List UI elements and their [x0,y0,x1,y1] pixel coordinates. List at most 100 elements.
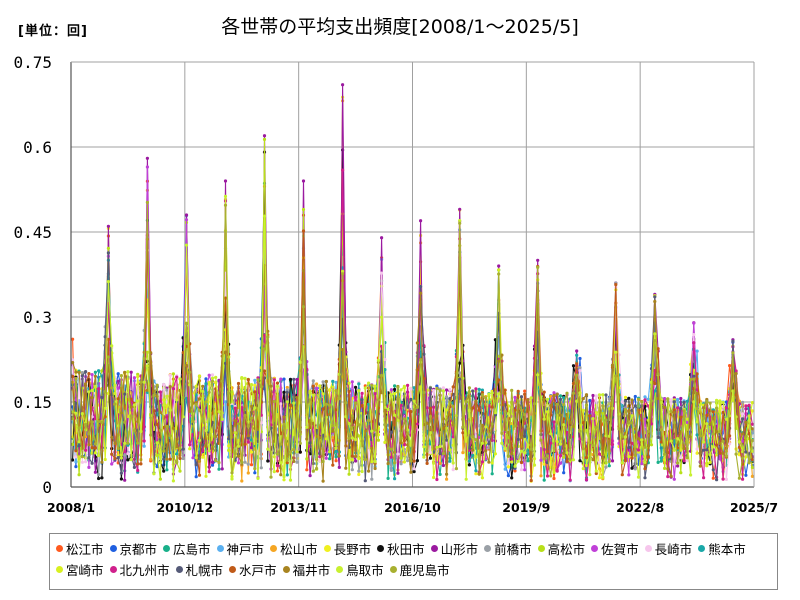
data-point [116,372,120,376]
x-tick-label: 2019/9 [502,500,550,515]
line-chart: 0 0.15 0.3 0.45 0.6 0.75 2008/1 2010/12 2013/11 2… [13,53,778,515]
data-point [643,476,647,480]
data-point [393,461,397,465]
data-point [750,474,755,478]
data-point [438,389,442,393]
data-point [77,370,81,374]
data-point [734,452,738,456]
data-point [360,403,364,408]
data-point [334,459,338,463]
data-point [558,397,563,401]
data-point [129,405,133,409]
data-point [389,388,393,392]
data-point [298,360,302,364]
data-point [594,469,598,473]
data-point [97,472,101,477]
data-point [731,339,735,343]
data-point [497,264,501,268]
data-point [474,455,478,459]
data-point [354,395,358,399]
data-point [728,442,732,446]
data-point [357,389,361,393]
data-point [262,347,267,351]
data-point [643,460,647,464]
x-tick-label: 2025/7 [730,500,778,515]
data-point [578,356,582,361]
data-point [84,460,88,464]
data-point [376,358,380,362]
data-point [438,472,442,476]
data-point [702,440,706,444]
data-point [435,445,439,449]
data-point [558,394,563,398]
data-point [194,463,198,467]
data-point [77,473,81,477]
data-point [467,386,471,390]
data-point [243,460,247,464]
data-point [692,400,696,404]
data-point [750,409,755,413]
data-point [139,429,143,433]
y-tick-label: 0 [42,478,52,497]
data-point [617,427,621,431]
data-point [331,379,335,383]
data-point [295,396,299,400]
data-point [666,397,670,401]
data-point [741,477,745,481]
legend-label: 熊本市 [708,541,746,557]
data-point [523,413,527,417]
data-point [741,456,745,460]
data-point [90,446,94,450]
legend-item: 高松市 [537,539,585,557]
data-point [285,400,289,404]
data-point [435,386,439,390]
data-point [305,425,309,429]
data-point [97,387,101,391]
data-point [451,404,455,409]
data-point [275,384,280,388]
legend-marker [698,544,706,552]
data-point [207,470,211,474]
data-point [90,396,94,400]
data-point [80,374,84,378]
data-point [210,447,215,451]
data-point [487,460,491,464]
data-point [360,398,364,402]
legend-label: 広島市 [173,541,211,557]
data-point [119,456,123,460]
data-point [165,457,169,461]
data-point [721,439,725,443]
data-point [484,457,488,461]
data-point [217,461,221,465]
data-point [656,435,660,439]
data-point [575,362,579,366]
data-point [288,450,293,454]
data-point [324,379,328,384]
data-point [162,403,166,407]
data-point [630,466,634,470]
data-point [747,403,751,407]
legend-item: 水戸市 [229,560,277,578]
data-point [591,443,595,448]
data-point [93,370,97,374]
x-tick-label: 2013/11 [270,500,327,515]
data-point [636,475,641,479]
data-point [422,455,426,459]
data-point [145,350,149,354]
data-point [246,440,250,444]
legend-label: 長崎市 [654,541,693,557]
data-point [142,444,146,448]
data-point [201,419,205,423]
legend-item: 松江市 [56,539,104,557]
data-point [506,454,510,458]
data-point [210,460,215,464]
data-point [702,416,706,420]
data-point [458,361,462,365]
data-point [545,454,550,458]
data-point [536,265,540,269]
data-point [558,454,563,458]
data-point [669,409,673,413]
data-point [601,393,605,397]
data-point [689,473,693,477]
data-point [350,380,354,384]
